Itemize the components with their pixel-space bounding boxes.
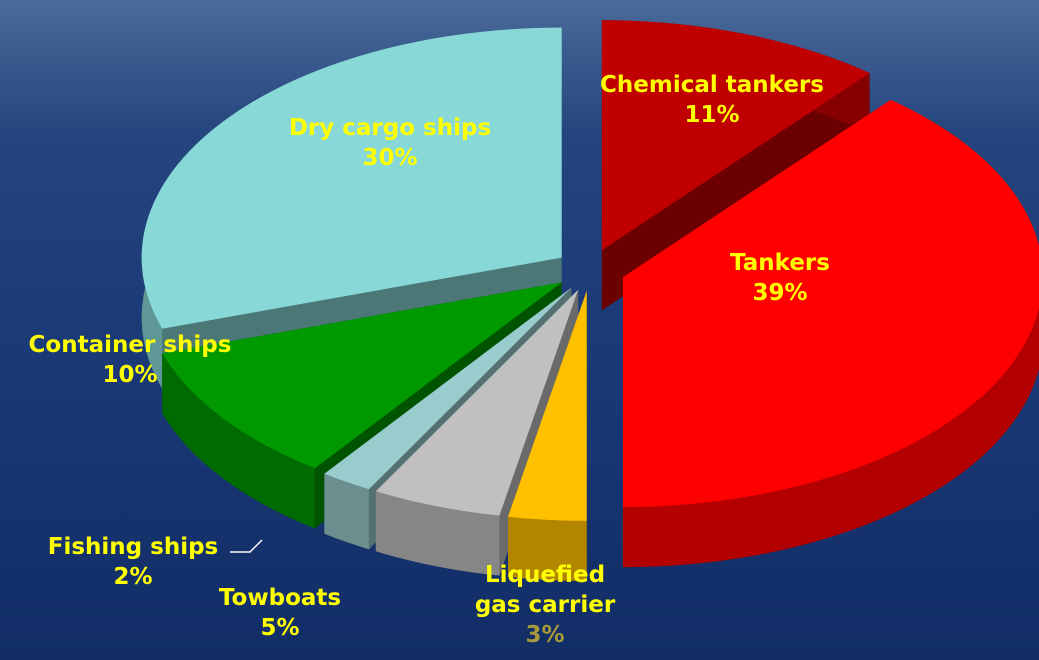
value-label: 3% <box>525 622 565 648</box>
leader-line <box>230 539 263 553</box>
value-label: 30% <box>362 145 418 171</box>
category-label: Dry cargo ships <box>288 115 492 141</box>
slice-wall <box>375 491 500 576</box>
value-label: 39% <box>752 280 808 306</box>
slice <box>508 290 587 521</box>
slice <box>622 99 1039 508</box>
slice <box>375 289 579 516</box>
slice-wall <box>162 353 315 529</box>
value-label: 10% <box>102 362 158 388</box>
slice-label: Fishing ships 2% <box>23 532 243 592</box>
slice <box>601 20 870 251</box>
category-label: Container ships <box>28 332 232 358</box>
slice-label: Liquefied gas carrier 3% <box>430 560 660 650</box>
value-label: 11% <box>684 102 740 128</box>
category-label: Towboats <box>218 585 342 611</box>
slice-label: Towboats 5% <box>180 583 380 643</box>
category-label: Tankers <box>730 250 830 276</box>
slice-label: Chemical tankers 11% <box>562 70 862 130</box>
slice-wall <box>622 99 1039 568</box>
slice <box>141 27 562 329</box>
slice <box>324 287 572 490</box>
category-label: Fishing ships <box>47 534 219 560</box>
category-label: Liquefied gas carrier <box>474 562 616 618</box>
slice-wall <box>508 516 587 581</box>
value-label: 2% <box>113 564 153 590</box>
slice-side <box>324 287 572 534</box>
category-label: Chemical tankers <box>600 72 824 98</box>
slice <box>162 282 562 469</box>
slice-label: Tankers 39% <box>680 248 880 308</box>
slice-wall <box>324 473 369 550</box>
value-label: 5% <box>260 615 300 641</box>
slice-label: Container ships 10% <box>0 330 260 390</box>
slice-label: Dry cargo ships 30% <box>260 113 520 173</box>
